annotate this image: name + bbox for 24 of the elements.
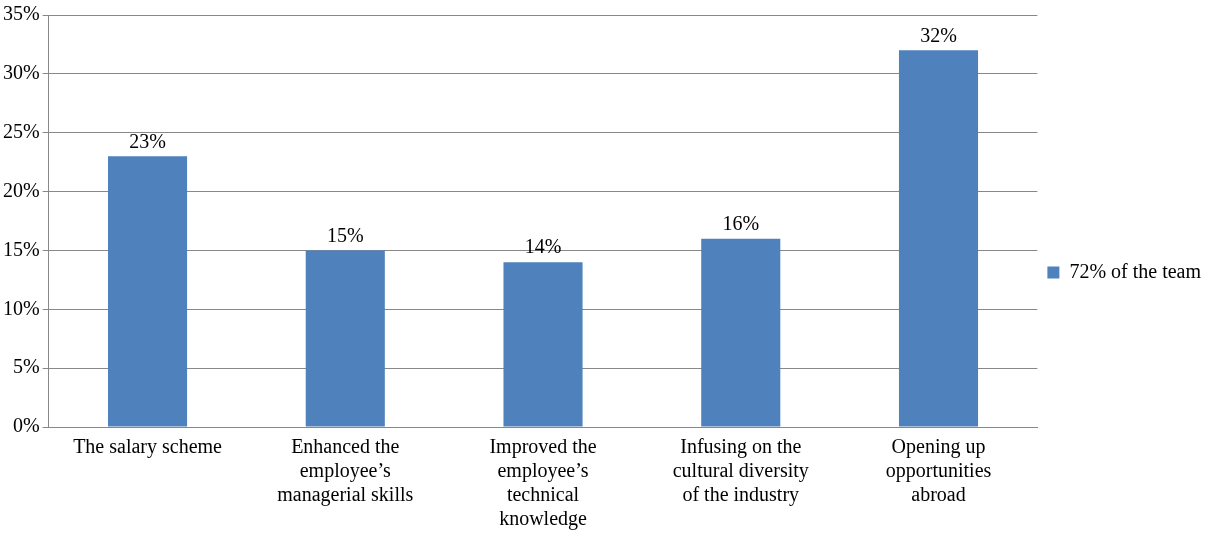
data-label: 15% (326, 223, 364, 246)
y-tick-label: 5% (12, 355, 40, 378)
data-label: 23% (129, 129, 166, 152)
bar (107, 156, 188, 427)
x-tick-label: Enhanced the employee’s managerial skills (277, 435, 414, 507)
data-label: 32% (920, 23, 957, 46)
data-label: 16% (722, 211, 760, 234)
x-tick-label: The salary scheme (73, 435, 223, 459)
y-tick-label: 15% (2, 237, 40, 260)
x-tick-label: Improved the employee’s technical knowledge (489, 435, 597, 531)
y-tick-label: 35% (2, 2, 40, 25)
y-tick-label: 25% (2, 119, 40, 142)
bar (503, 262, 583, 427)
y-tick-label: 20% (2, 178, 40, 201)
data-label: 14% (524, 235, 562, 258)
y-tick-label: 0% (12, 414, 40, 437)
x-tick-label: Infusing on the cultural diversity of the industry (672, 435, 809, 507)
legend-label: 72% of the team (1069, 259, 1202, 282)
y-tick-label: 30% (2, 61, 40, 84)
x-tick-label: Opening up opportunities abroad (885, 435, 992, 506)
bar (898, 50, 979, 427)
y-tick-label: 10% (2, 296, 40, 319)
bar (701, 238, 781, 427)
bar (305, 250, 385, 427)
